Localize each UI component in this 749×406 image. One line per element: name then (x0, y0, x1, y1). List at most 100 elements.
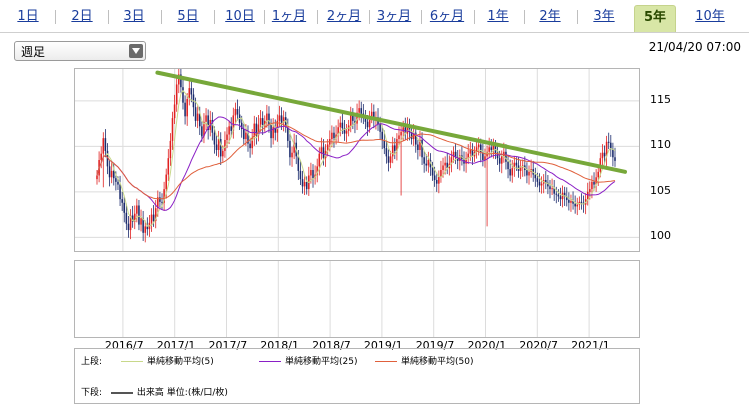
tab-1年[interactable]: 1年 (487, 9, 509, 24)
candle-body (322, 147, 325, 159)
candle-body (194, 107, 197, 121)
candle-body (167, 158, 170, 175)
candle-body (467, 153, 469, 159)
tab-2日[interactable]: 2日 (71, 9, 93, 24)
candle-body (100, 153, 102, 160)
candle-body (580, 201, 583, 203)
candle-body (341, 122, 344, 129)
candle-body (144, 226, 147, 233)
tab-separator (524, 10, 525, 24)
legend-label-ma25: 単純移動平均(25) (285, 357, 358, 367)
candle-body (435, 180, 438, 184)
candle-body (253, 123, 256, 139)
candle-body (173, 104, 176, 119)
candle-body (127, 223, 130, 231)
candle-body (379, 124, 381, 132)
legend-lower-label: 下段: (81, 388, 103, 398)
tab-1ヶ月[interactable]: 1ヶ月 (271, 9, 307, 24)
candle-body (538, 181, 541, 186)
tab-2年[interactable]: 2年 (539, 9, 561, 24)
candle-body (452, 151, 455, 158)
candle-body (152, 214, 155, 221)
candle-body (104, 138, 107, 151)
candle-body (496, 153, 499, 159)
candle-body (419, 139, 421, 150)
candle-body (410, 131, 413, 140)
candle-body (278, 115, 281, 121)
y-tick-label: 115 (650, 92, 671, 106)
candle-body (509, 169, 511, 176)
candle-body (119, 184, 121, 200)
candle-body (123, 202, 126, 213)
legend-label-volume: 出来高 単位:(株/口/枚) (136, 388, 228, 398)
candle-body (125, 212, 128, 224)
candle-body (370, 111, 373, 117)
candle-body (142, 218, 144, 233)
candle-body (423, 157, 425, 164)
candle-body (586, 191, 589, 200)
candle-body (303, 181, 306, 187)
candle-body (219, 139, 222, 157)
candle-interval-value: 週足 (21, 45, 46, 59)
candle-body (316, 166, 318, 175)
candle-body (459, 155, 461, 161)
tab-separator (420, 10, 422, 24)
candle-body (207, 115, 209, 130)
candle-body (519, 167, 522, 171)
tab-separator (55, 10, 56, 24)
tab-10日[interactable]: 10日 (225, 9, 255, 24)
price-chart (75, 67, 639, 251)
candle-body (228, 126, 230, 135)
tab-3年[interactable]: 3年 (593, 9, 615, 24)
candle-body (450, 157, 453, 164)
candle-interval-select[interactable]: 週足 (14, 41, 146, 61)
candle-body (310, 170, 312, 176)
candle-body (421, 139, 423, 158)
candle-body (117, 181, 119, 185)
dropdown-arrow-icon[interactable] (129, 44, 143, 58)
candle-body (471, 149, 474, 157)
candle-body (540, 183, 543, 186)
candle-body (440, 170, 442, 177)
candle-body (433, 175, 436, 181)
candle-body (312, 170, 314, 179)
tab-10年[interactable]: 10年 (695, 9, 725, 24)
candle-body (140, 218, 142, 225)
tab-1日[interactable]: 1日 (17, 9, 39, 24)
candle-body (490, 147, 493, 150)
tab-3ヶ月[interactable]: 3ヶ月 (376, 9, 412, 24)
candle-body (574, 203, 576, 207)
tab-separator (474, 10, 475, 24)
candle-body (368, 116, 371, 128)
candle-body (136, 205, 138, 214)
candle-body (247, 132, 249, 144)
candle-body (549, 186, 551, 190)
candle-body (446, 162, 449, 169)
candle-body (406, 125, 409, 134)
candle-body (479, 144, 482, 153)
legend-line-ma5 (121, 361, 143, 362)
candle-body (614, 157, 616, 161)
tab-5日[interactable]: 5日 (177, 9, 199, 24)
candle-body (427, 160, 430, 166)
tab-6ヶ月[interactable]: 6ヶ月 (429, 9, 465, 24)
tab-2ヶ月[interactable]: 2ヶ月 (326, 9, 362, 24)
candle-body (188, 88, 191, 100)
candle-body (270, 124, 272, 139)
candle-body (394, 145, 396, 151)
data-timestamp: 21/04/20 07:00 (648, 40, 741, 54)
candle-body (438, 176, 440, 184)
candle-body (366, 121, 369, 128)
candle-body (404, 127, 407, 134)
candle-body (555, 193, 558, 195)
y-tick-label: 110 (650, 138, 671, 152)
candle-body (387, 156, 390, 163)
candle-body (343, 128, 346, 134)
candle-body (408, 125, 411, 132)
candle-body (559, 196, 562, 200)
tab-3日[interactable]: 3日 (123, 9, 145, 24)
candle-body (356, 112, 358, 124)
legend-upper-label: 上段: (81, 357, 103, 367)
legend-line-ma50 (375, 361, 397, 362)
tab-5年[interactable]: 5年 (634, 5, 676, 32)
